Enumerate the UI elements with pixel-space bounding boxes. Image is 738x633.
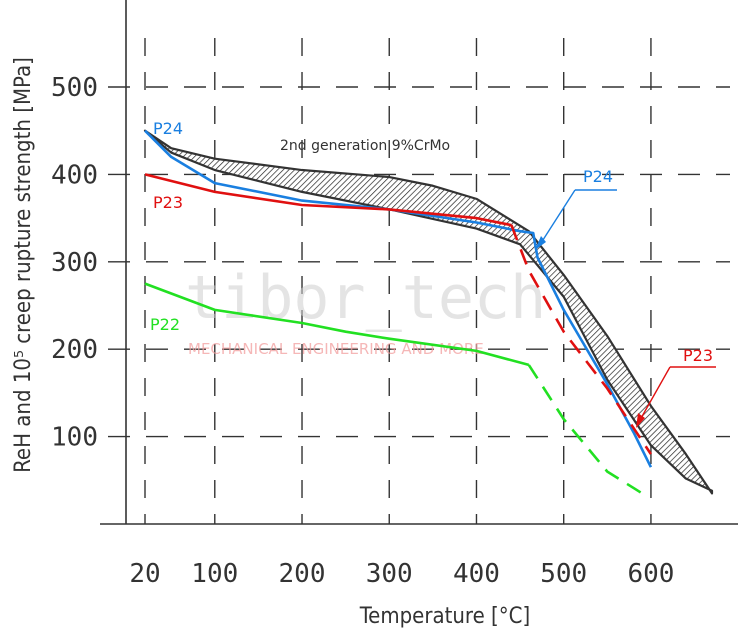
series-p24-line — [144, 129, 653, 468]
series-lines — [144, 129, 653, 495]
series-p23-dashed — [510, 224, 652, 455]
y-tick-300: 300 — [51, 248, 98, 278]
y-tick-200: 200 — [51, 335, 98, 365]
x-tick-600: 600 — [627, 559, 674, 589]
series-p22-dashed — [527, 364, 643, 495]
callout-p23-leader — [639, 366, 671, 421]
x-tick-500: 500 — [540, 559, 587, 589]
callout-p24-arrow — [535, 236, 546, 250]
callout-p24-text: P24 — [583, 167, 613, 186]
x-tick-300: 300 — [366, 559, 413, 589]
x-tick-200: 200 — [279, 559, 326, 589]
watermark: tibor_tech MECHANICAL ENGINEERING AND MO… — [185, 263, 546, 358]
watermark-tagline: MECHANICAL ENGINEERING AND MORE — [188, 340, 484, 358]
x-axis-title: Temperature [°C] — [359, 604, 530, 629]
band-label: 2nd generation 9%CrMo — [280, 138, 450, 154]
x-tick-100: 100 — [191, 559, 238, 589]
labels: 2nd generation 9%CrMo P24 P23 P22 P24 P23 — [150, 119, 716, 428]
x-tick-400: 400 — [453, 559, 500, 589]
x-tick-20: 20 — [129, 559, 160, 589]
callout-p23-arrow — [636, 413, 645, 428]
y-tick-100: 100 — [51, 423, 98, 453]
series-p22-line — [144, 282, 530, 367]
callout-p23-text: P23 — [683, 346, 713, 365]
y-tick-500: 500 — [51, 73, 98, 103]
label-p24: P24 — [153, 119, 183, 138]
watermark-logo: tibor_tech — [185, 263, 546, 333]
label-p22: P22 — [150, 315, 180, 334]
y-tick-400: 400 — [51, 160, 98, 190]
series-p23-line — [144, 173, 512, 227]
callout-p24-leader — [540, 189, 576, 244]
label-p23: P23 — [153, 193, 183, 212]
grid — [108, 38, 730, 524]
axes: 20 100 200 300 400 500 600 100 200 300 400 500 Tempe… — [11, 0, 738, 629]
y-axis-title: ReH and 10⁵ creep rupture strength [MPa] — [11, 57, 36, 473]
